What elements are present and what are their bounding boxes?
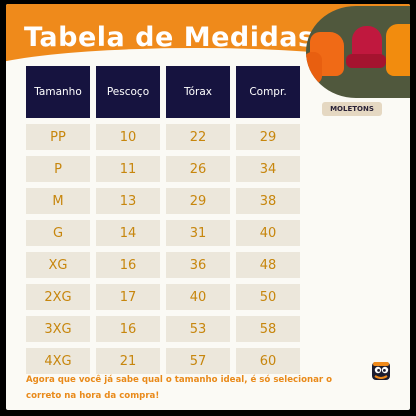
table-row: M 13 29 38 — [26, 188, 306, 214]
neck-cell: 14 — [96, 220, 160, 246]
length-cell: 29 — [236, 124, 300, 150]
size-cell: XG — [26, 252, 90, 278]
table-row: G 14 31 40 — [26, 220, 306, 246]
neck-cell: 16 — [96, 252, 160, 278]
chest-cell: 26 — [166, 156, 230, 182]
length-cell: 48 — [236, 252, 300, 278]
neck-cell: 11 — [96, 156, 160, 182]
table-body: PP 10 22 29 P 11 26 34 M 13 29 38 G 14 31 40 XG 16 36 48 2XG… — [26, 124, 306, 374]
table-row: 3XG 16 53 58 — [26, 316, 306, 342]
table-row: PP 10 22 29 — [26, 124, 306, 150]
size-cell: 2XG — [26, 284, 90, 310]
size-cell: PP — [26, 124, 90, 150]
yellow-hoodie — [386, 24, 410, 76]
size-cell: 3XG — [26, 316, 90, 342]
chest-cell: 22 — [166, 124, 230, 150]
column-header-length: Compr. — [236, 66, 300, 118]
orange-hoodie-sleeve — [306, 52, 322, 84]
chest-cell: 40 — [166, 284, 230, 310]
length-cell: 34 — [236, 156, 300, 182]
neck-cell: 17 — [96, 284, 160, 310]
neck-cell: 21 — [96, 348, 160, 374]
hoodies-photo — [306, 6, 410, 98]
neck-cell: 10 — [96, 124, 160, 150]
length-cell: 50 — [236, 284, 300, 310]
size-cell: 4XG — [26, 348, 90, 374]
size-cell: M — [26, 188, 90, 214]
table-row: 2XG 17 40 50 — [26, 284, 306, 310]
column-header-size: Tamanho — [26, 66, 90, 118]
size-cell: P — [26, 156, 90, 182]
length-cell: 60 — [236, 348, 300, 374]
table-header-row: Tamanho Pescoço Tórax Compr. — [26, 66, 306, 118]
table-row: XG 16 36 48 — [26, 252, 306, 278]
table-row: P 11 26 34 — [26, 156, 306, 182]
neck-cell: 16 — [96, 316, 160, 342]
chest-cell: 36 — [166, 252, 230, 278]
length-cell: 58 — [236, 316, 300, 342]
brand-mascot-icon — [372, 362, 390, 380]
length-cell: 38 — [236, 188, 300, 214]
length-cell: 40 — [236, 220, 300, 246]
neck-cell: 13 — [96, 188, 160, 214]
footer-note: Agora que você já sabe qual o tamanho id… — [26, 375, 333, 401]
chest-cell: 29 — [166, 188, 230, 214]
column-header-chest: Tórax — [166, 66, 230, 118]
size-chart-card: Tabela de Medidas MOLETONS Tamanho Pesco… — [6, 4, 410, 410]
size-table: Tamanho Pescoço Tórax Compr. PP 10 22 29 P 11… — [26, 66, 306, 374]
red-hoodie-hem — [346, 54, 386, 68]
chest-cell: 57 — [166, 348, 230, 374]
chest-cell: 53 — [166, 316, 230, 342]
size-cell: G — [26, 220, 90, 246]
product-label: MOLETONS — [322, 102, 382, 116]
chest-cell: 31 — [166, 220, 230, 246]
table-row: 4XG 21 57 60 — [26, 348, 306, 374]
page-title: Tabela de Medidas — [24, 22, 315, 53]
column-header-neck: Pescoço — [96, 66, 160, 118]
